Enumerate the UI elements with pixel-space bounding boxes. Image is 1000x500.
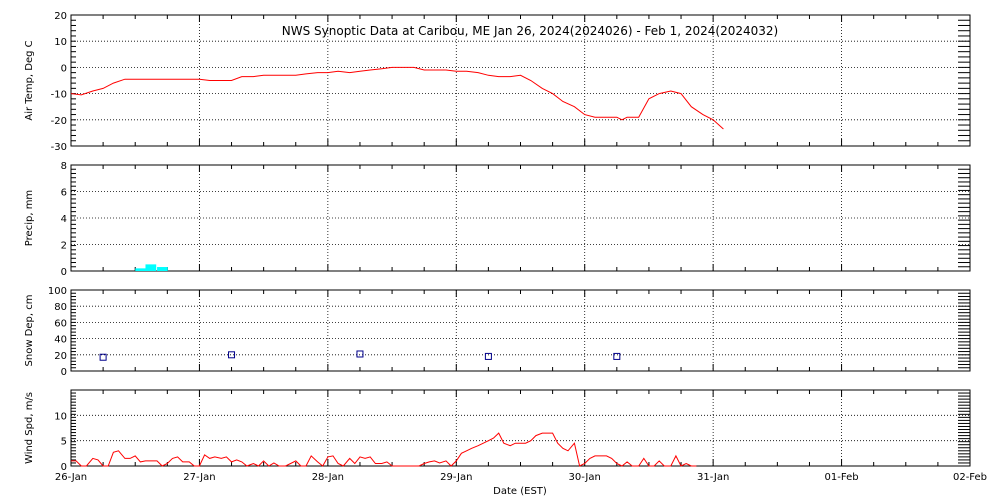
precip-ytick-label: 0 [61, 267, 67, 278]
precip-ytick-label: 8 [61, 161, 67, 172]
snow-depth-panel: 0 20 40 60 80 100 Snow Dep, cm [24, 286, 971, 378]
wind-speed-ylabel: Wind Spd, m/s [24, 392, 35, 464]
wind-speed-ytick-label: 5 [61, 437, 67, 448]
x-tick-label: 02-Feb [953, 472, 987, 483]
air-temp-ytick-label: -10 [51, 90, 67, 101]
snow-depth-point [484, 352, 492, 360]
snow-depth-ytick-label: 20 [54, 351, 67, 362]
snow-depth-ytick-label: 60 [54, 318, 67, 329]
wind-speed-frame [70, 389, 971, 467]
precip-panel: 0 2 4 6 8 Precip, mm [24, 161, 971, 278]
precip-bar [157, 267, 168, 271]
chart-title: NWS Synoptic Data at Caribou, ME Jan 26,… [282, 24, 778, 38]
air-temp-ytick-label: 10 [54, 37, 67, 48]
wind-speed-series-line [71, 432, 697, 467]
x-tick-label: 01-Feb [825, 472, 859, 483]
air-temp-ytick-label: -30 [51, 142, 67, 153]
wind-speed-ytick-label: 10 [54, 411, 67, 422]
precip-ytick-label: 2 [61, 241, 67, 252]
air-temp-series-line [70, 66, 724, 130]
snow-depth-ytick-label: 100 [48, 286, 67, 297]
air-temp-ytick-label: 0 [61, 63, 67, 74]
wind-speed-panel: 0 5 10 Wind Spd, m/s [24, 389, 971, 473]
x-axis-title: Date (EST) [493, 486, 547, 497]
wind-speed-ytick-label: 0 [61, 462, 67, 473]
air-temp-ylabel: Air Temp, Deg C [24, 40, 35, 120]
snow-depth-ylabel: Snow Dep, cm [24, 295, 35, 367]
snow-depth-ytick-label: 0 [61, 367, 67, 378]
air-temp-panel: 20 10 0 -10 -20 -30 Air Temp, Deg C [24, 11, 971, 153]
precip-ytick-label: 6 [61, 188, 67, 199]
precip-ylabel: Precip, mm [24, 190, 35, 246]
precip-ytick-label: 4 [61, 214, 67, 225]
air-temp-ytick-label: 20 [54, 11, 67, 22]
x-tick-label: 28-Jan [312, 472, 344, 483]
precip-frame [70, 164, 971, 272]
snow-depth-point [613, 352, 621, 360]
snow-depth-ytick-label: 80 [54, 302, 67, 313]
snow-depth-ytick-label: 40 [54, 335, 67, 346]
precip-bar [145, 264, 157, 271]
x-tick-label: 31-Jan [697, 472, 729, 483]
x-tick-label: 26-Jan [55, 472, 87, 483]
x-tick-label: 30-Jan [569, 472, 601, 483]
x-tick-label: 27-Jan [183, 472, 215, 483]
precip-bar [135, 268, 146, 271]
air-temp-ytick-label: -20 [51, 116, 67, 127]
snow-depth-frame [70, 289, 971, 372]
snow-depth-point [356, 350, 364, 358]
snow-depth-point [99, 353, 107, 361]
x-tick-label: 29-Jan [440, 472, 472, 483]
snow-depth-point [228, 351, 236, 359]
